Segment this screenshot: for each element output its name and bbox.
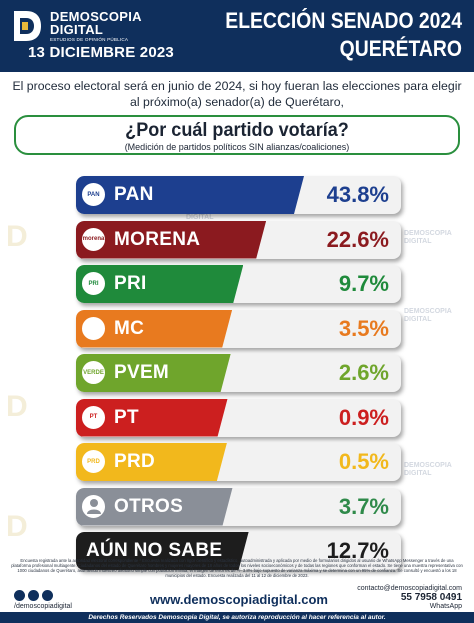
bar-row-morena: morena MORENA 22.6% <box>76 220 401 259</box>
bar-value-label: 9.7% <box>338 271 389 296</box>
bar-row-otros: OTROS 3.7% <box>76 487 401 526</box>
question-title: ¿Por cuál partido votaría? <box>125 120 349 141</box>
bar-label: PT <box>114 406 139 428</box>
page-title: ELECCIÓN SENADO 2024 <box>225 8 462 33</box>
prd-logo-icon: PRD <box>80 448 107 475</box>
brand-name: DEMOSCOPIA <box>50 8 142 24</box>
bar-row-pvem: VERDE PVEM 2.6% <box>76 354 401 392</box>
instagram-icon[interactable] <box>28 590 39 601</box>
bar-value-label: 2.6% <box>338 360 389 385</box>
bar-row-prd: PRD PRD 0.5% <box>76 443 401 481</box>
mc-logo-icon <box>80 314 107 342</box>
pri-logo-icon: PRI <box>80 270 107 297</box>
bar-label: PVEM <box>114 362 170 383</box>
intro-text: El proceso electoral será en junio de 20… <box>12 79 462 109</box>
watermark: D <box>6 220 28 253</box>
bar-row-pri: PRI PRI 9.7% <box>76 265 401 303</box>
person-icon <box>80 492 107 520</box>
bar-label: PRD <box>114 451 156 472</box>
contact-block: contacto@demoscopiadigital.com 55 7958 0… <box>357 584 462 611</box>
social-handle[interactable]: /demoscopiadigital <box>14 603 72 610</box>
website-link[interactable]: www.demoscopiadigital.com <box>150 592 328 607</box>
bar-label: PRI <box>114 273 147 294</box>
whatsapp-label: WhatsApp <box>429 603 462 610</box>
bar-label: MORENA <box>114 228 201 250</box>
contact-phone[interactable]: 55 7958 0491 <box>400 592 462 603</box>
brand-logo[interactable]: DEMOSCOPIA DIGITAL ESTUDIOS DE OPINIÓN P… <box>10 6 195 46</box>
bar <box>76 221 266 259</box>
bar-value-label: 3.5% <box>338 315 389 341</box>
brand-name-2: DIGITAL <box>50 21 104 37</box>
bar-row-mc: MC 3.5% <box>76 309 401 348</box>
methodology-fine-print: Encuesta registrada ante la autoridad el… <box>11 558 463 578</box>
question-box: ¿Por cuál partido votaría? (Medición de … <box>14 115 460 155</box>
social-icons <box>14 590 53 601</box>
survey-date: 13 DICIEMBRE 2023 <box>28 44 174 61</box>
morena-logo-icon: morena <box>80 225 107 253</box>
watermark: D <box>6 390 28 423</box>
bar-label: OTROS <box>114 495 184 517</box>
bar-value-label: 0.9% <box>338 404 389 430</box>
bar-row-pt: PT PT 0.9% <box>76 398 401 437</box>
question-subtitle: (Medición de partidos políticos SIN alia… <box>124 142 350 152</box>
bar <box>76 176 304 214</box>
bar-label: AÚN NO SABE <box>86 540 223 561</box>
demoscopia-d-logo-icon <box>14 11 41 41</box>
bar-value-label: 43.8% <box>326 182 389 207</box>
page-subtitle-state: QUERÉTARO <box>339 36 462 61</box>
brand-text: DEMOSCOPIA DIGITAL ESTUDIOS DE OPINIÓN P… <box>50 10 142 43</box>
header-banner: DEMOSCOPIA DIGITAL ESTUDIOS DE OPINIÓN P… <box>0 0 474 72</box>
pt-logo-icon: PT <box>80 403 107 431</box>
watermark: D <box>6 510 28 543</box>
bar <box>76 532 249 570</box>
bar-label: MC <box>114 317 145 339</box>
pvem-logo-icon: VERDE <box>80 359 107 386</box>
bar-value-label: 0.5% <box>338 449 389 474</box>
bar-row-pan: PAN PAN 43.8% <box>76 176 401 214</box>
bar-label: PAN <box>114 184 154 205</box>
facebook-icon[interactable] <box>14 590 25 601</box>
pan-logo-icon: PAN <box>80 181 107 208</box>
contact-email[interactable]: contacto@demoscopiadigital.com <box>357 585 462 592</box>
bar-value-label: 12.7% <box>326 538 389 563</box>
rights-footer: Derechos Reservados Demoscopia Digital, … <box>0 612 474 623</box>
bar-value-label: 3.7% <box>338 493 389 519</box>
bar-value-label: 22.6% <box>326 226 389 252</box>
brand-tagline: ESTUDIOS DE OPINIÓN PÚBLICA <box>50 36 129 42</box>
bar-row-a-n-no-sabe: AÚN NO SABE 12.7% <box>76 532 401 570</box>
twitter-icon[interactable] <box>42 590 53 601</box>
